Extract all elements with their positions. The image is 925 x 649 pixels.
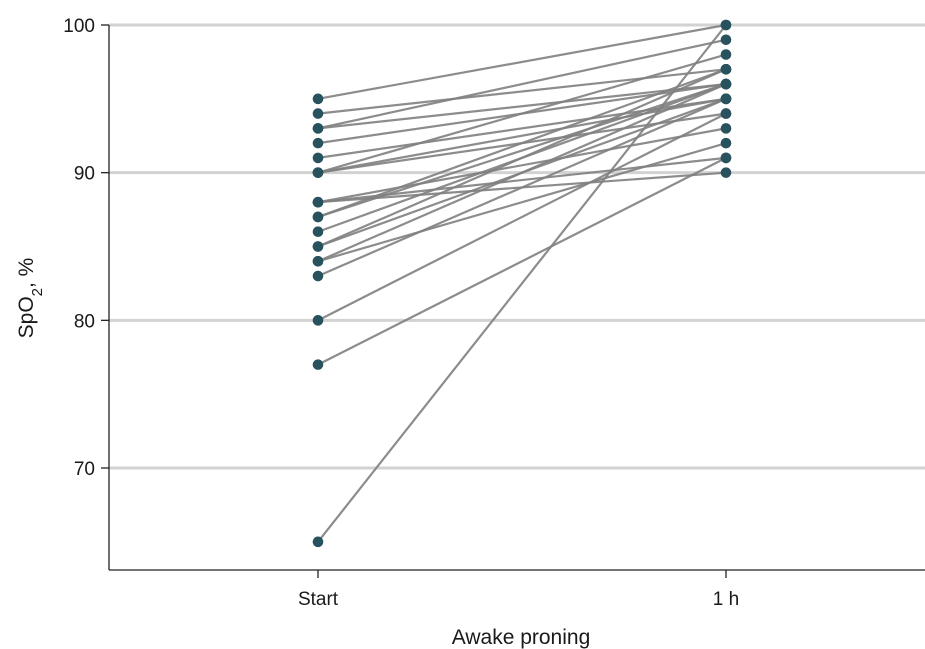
point-start-22 xyxy=(312,536,324,548)
point-start-21 xyxy=(312,359,324,370)
point-1h-10 xyxy=(720,123,732,134)
y-tick-label-80: 80 xyxy=(74,311,95,332)
y-axis-title: SpO2, % xyxy=(15,258,46,339)
pair-line-6 xyxy=(317,53,727,174)
y-tick-label-100: 100 xyxy=(63,16,95,37)
pair-line-0 xyxy=(317,23,727,100)
pair-line-19 xyxy=(317,97,727,278)
point-1h-18 xyxy=(720,137,732,149)
x-tick-label-1: 1 h xyxy=(713,589,739,610)
pair-line-21 xyxy=(317,156,727,366)
y-axis-title-sub: 2 xyxy=(29,288,46,296)
y-tick-label-90: 90 xyxy=(74,164,95,185)
y-tick-label-70: 70 xyxy=(74,459,95,480)
point-1h-17 xyxy=(720,78,732,90)
pair-line-12 xyxy=(317,83,727,219)
point-start-16 xyxy=(312,241,324,252)
point-start-11 xyxy=(312,196,324,208)
point-1h-20 xyxy=(720,108,732,119)
y-axis-title-suffix: , % xyxy=(15,258,38,288)
data-points xyxy=(312,19,732,548)
point-start-8 xyxy=(312,167,324,178)
pair-line-16 xyxy=(317,68,727,248)
ticks: 70 80 90 100 Start 1 h xyxy=(63,16,739,610)
axes xyxy=(108,25,925,571)
point-start-18 xyxy=(312,255,324,267)
x-axis-title: Awake proning xyxy=(452,626,591,649)
point-1h-9 xyxy=(720,167,732,178)
paired-lines xyxy=(317,23,727,543)
point-start-3 xyxy=(312,123,324,134)
pair-line-22 xyxy=(317,24,727,543)
point-start-5 xyxy=(312,152,324,164)
gridlines xyxy=(109,23,925,470)
pair-line-2 xyxy=(317,82,727,130)
pair-line-3 xyxy=(317,38,727,130)
pair-line-18 xyxy=(317,142,727,263)
point-1h-16 xyxy=(720,64,732,75)
pair-line-1 xyxy=(317,68,727,115)
point-start-4 xyxy=(312,137,324,149)
pair-line-10 xyxy=(317,127,727,204)
pair-line-13 xyxy=(317,68,727,219)
point-start-1 xyxy=(312,108,324,119)
point-1h-3 xyxy=(720,34,732,46)
x-tick-label-0: Start xyxy=(298,589,339,610)
point-start-0 xyxy=(312,93,324,105)
pair-line-17 xyxy=(317,83,727,263)
point-1h-6 xyxy=(720,49,732,60)
point-1h-21 xyxy=(720,152,732,164)
point-start-20 xyxy=(312,315,324,326)
point-1h-19 xyxy=(720,93,732,105)
point-start-19 xyxy=(312,270,324,282)
pair-line-20 xyxy=(317,112,727,322)
point-1h-22 xyxy=(720,19,732,31)
y-axis-title-main: SpO xyxy=(15,296,38,338)
point-start-13 xyxy=(312,211,324,223)
point-start-14 xyxy=(312,226,324,238)
